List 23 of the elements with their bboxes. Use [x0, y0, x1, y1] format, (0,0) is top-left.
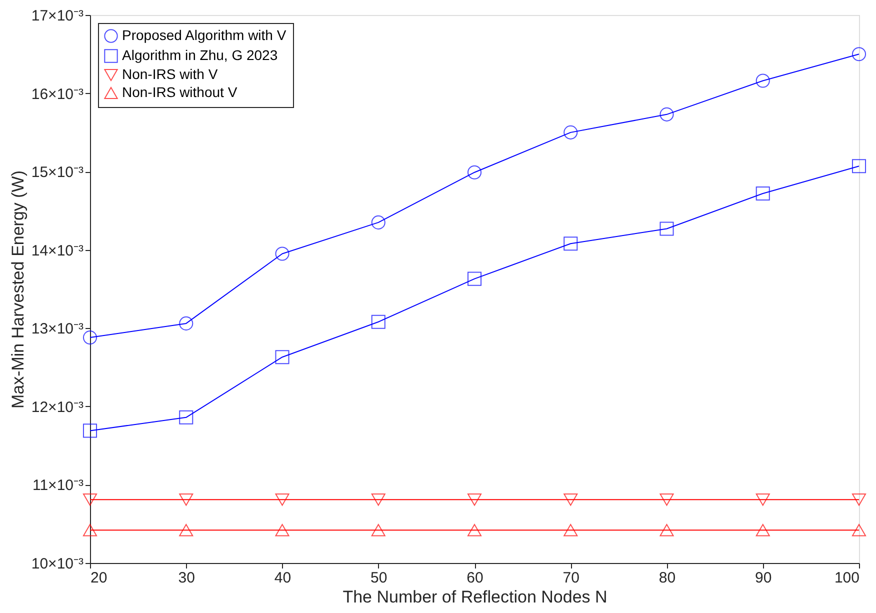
- y-tick-label: 17×10⁻³: [31, 8, 84, 24]
- y-tick-label: 10×10⁻³: [31, 556, 84, 572]
- y-tick-label: 16×10⁻³: [31, 86, 84, 103]
- x-tick-label: 50: [370, 570, 388, 586]
- legend-label: Non-IRS with V: [122, 66, 218, 82]
- y-axis-title: Max-Min Harvested Energy (W): [8, 170, 28, 409]
- legend-label: Algorithm in Zhu, G 2023: [122, 47, 278, 63]
- y-tick-label: 12×10⁻³: [31, 398, 84, 416]
- x-tick-label: 100: [834, 570, 860, 586]
- x-tick-label: 60: [466, 570, 484, 586]
- x-tick-label: 40: [274, 570, 292, 586]
- x-tick-label: 70: [562, 570, 580, 586]
- legend-label: Proposed Algorithm with V: [122, 27, 287, 43]
- y-tick-label: 15×10⁻³: [31, 164, 84, 182]
- y-tick-label: 14×10⁻³: [31, 242, 84, 260]
- y-tick-label: 11×10⁻³: [32, 477, 84, 494]
- x-tick-label: 90: [755, 570, 772, 586]
- x-tick-label: 80: [658, 570, 676, 586]
- x-tick-label: 30: [178, 570, 195, 586]
- legend-label: Non-IRS without V: [122, 84, 238, 100]
- x-tick-label: 20: [90, 570, 108, 586]
- x-axis-title: The Number of Reflection Nodes N: [342, 588, 608, 606]
- y-tick-label: 13×10⁻³: [31, 320, 84, 338]
